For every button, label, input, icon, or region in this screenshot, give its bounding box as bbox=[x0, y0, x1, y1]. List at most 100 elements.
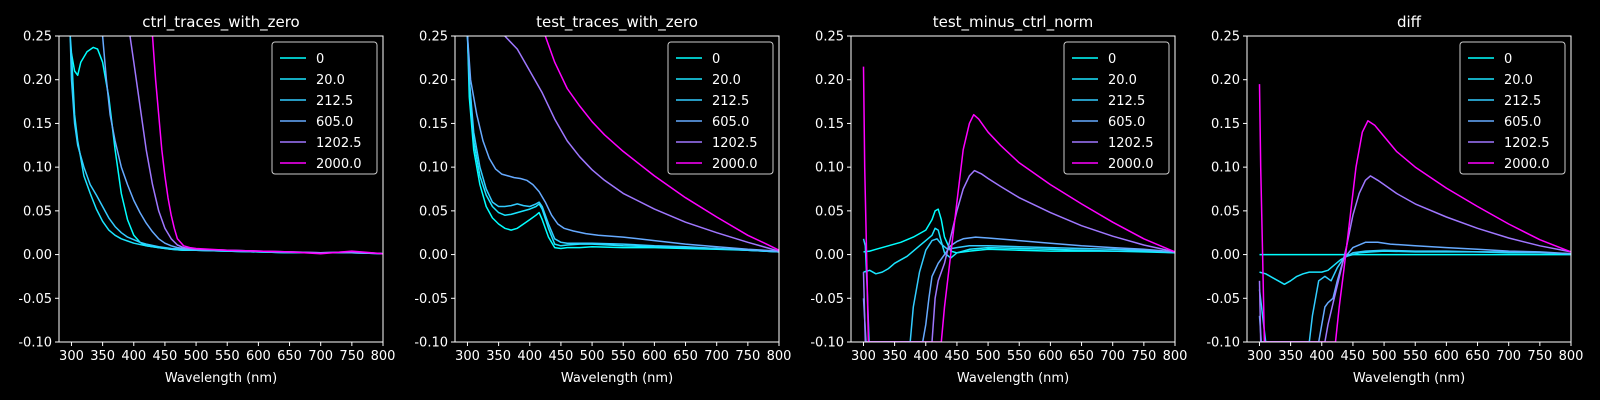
x-axis-label: Wavelength (nm) bbox=[957, 371, 1069, 386]
x-axis-label: Wavelength (nm) bbox=[1353, 371, 1465, 386]
legend-label: 605.0 bbox=[712, 115, 749, 130]
x-tick-label: 400 bbox=[121, 349, 146, 364]
series-line-605.0 bbox=[466, 36, 779, 252]
axes-frame bbox=[454, 35, 780, 343]
series-line-0 bbox=[863, 208, 1175, 254]
legend: 0 20.0 212.5 605.0 1202.5 2000.0 bbox=[271, 41, 378, 175]
series-line-212.5 bbox=[862, 238, 1175, 342]
chart-panel-1: 300 350 400 450 500 550 600 650 700 750 800 -0.10 -0… bbox=[18, 13, 395, 386]
y-tick-label: 0.15 bbox=[419, 117, 448, 132]
legend-label: 1202.5 bbox=[1504, 136, 1550, 151]
legend-label: 20.0 bbox=[1108, 73, 1137, 88]
legend-label: 0 bbox=[1504, 52, 1512, 67]
y-tick-label: -0.05 bbox=[414, 292, 448, 307]
legend: 0 20.0 212.5 605.0 1202.5 2000.0 bbox=[1459, 41, 1566, 175]
series-line-2000.0 bbox=[151, 36, 383, 255]
y-tick-label: -0.05 bbox=[810, 292, 844, 307]
series-line-1202.5 bbox=[862, 169, 1175, 342]
series-line-2000.0 bbox=[1258, 84, 1571, 342]
x-tick-label: 600 bbox=[642, 349, 667, 364]
y-tick-label: -0.05 bbox=[18, 292, 52, 307]
legend-label: 212.5 bbox=[316, 94, 353, 109]
x-tick-label: 750 bbox=[735, 349, 760, 364]
y-tick-label: 0.05 bbox=[23, 204, 52, 219]
x-tick-label: 750 bbox=[1527, 349, 1552, 364]
chart-title: test_traces_with_zero bbox=[536, 13, 698, 32]
x-tick-label: 500 bbox=[580, 349, 605, 364]
x-tick-label: 400 bbox=[913, 349, 938, 364]
series-line-2000.0 bbox=[862, 66, 1175, 342]
x-tick-label: 350 bbox=[486, 349, 511, 364]
y-tick-label: 0.25 bbox=[1211, 30, 1240, 45]
y-tick-label: 0.25 bbox=[23, 30, 52, 45]
x-tick-label: 350 bbox=[90, 349, 115, 364]
x-tick-label: 400 bbox=[1309, 349, 1334, 364]
legend: 0 20.0 212.5 605.0 1202.5 2000.0 bbox=[1063, 41, 1170, 175]
legend-label: 1202.5 bbox=[712, 136, 758, 151]
legend-box bbox=[271, 41, 378, 175]
legend-label: 1202.5 bbox=[1108, 136, 1154, 151]
y-tick-label: 0.25 bbox=[419, 30, 448, 45]
y-tick-label: -0.10 bbox=[414, 336, 448, 351]
x-tick-label: 800 bbox=[1559, 349, 1584, 364]
x-tick-label: 650 bbox=[673, 349, 698, 364]
x-tick-label: 600 bbox=[1038, 349, 1063, 364]
x-tick-label: 700 bbox=[704, 349, 729, 364]
series-line-1202.5 bbox=[1258, 175, 1571, 342]
series-line-212.5 bbox=[69, 36, 383, 255]
y-tick-label: 0.10 bbox=[23, 161, 52, 176]
y-tick-label: 0.05 bbox=[1211, 204, 1240, 219]
legend-label: 212.5 bbox=[712, 94, 749, 109]
x-tick-label: 550 bbox=[215, 349, 240, 364]
axes-frame bbox=[58, 35, 384, 343]
x-tick-label: 300 bbox=[59, 349, 84, 364]
series-line-20.0 bbox=[466, 36, 779, 253]
x-axis-label: Wavelength (nm) bbox=[561, 371, 673, 386]
legend-label: 1202.5 bbox=[316, 136, 362, 151]
series-line-20.0 bbox=[863, 227, 1175, 275]
legend-label: 2000.0 bbox=[712, 157, 758, 172]
y-tick-label: 0.15 bbox=[23, 117, 52, 132]
series-group bbox=[862, 66, 1175, 342]
x-tick-label: 650 bbox=[277, 349, 302, 364]
x-tick-label: 750 bbox=[1131, 349, 1156, 364]
series-group bbox=[466, 36, 779, 253]
x-tick-label: 350 bbox=[1278, 349, 1303, 364]
x-tick-label: 700 bbox=[308, 349, 333, 364]
y-tick-label: 0.25 bbox=[815, 30, 844, 45]
x-tick-label: 300 bbox=[851, 349, 876, 364]
y-tick-label: -0.10 bbox=[18, 336, 52, 351]
chart-panel-4: 300 350 400 450 500 550 600 650 700 750 800 -0.10 -0… bbox=[1206, 13, 1583, 386]
x-tick-label: 600 bbox=[246, 349, 271, 364]
x-tick-label: 600 bbox=[1434, 349, 1459, 364]
x-tick-label: 400 bbox=[517, 349, 542, 364]
legend-label: 2000.0 bbox=[1108, 157, 1154, 172]
x-tick-label: 500 bbox=[1372, 349, 1397, 364]
x-tick-label: 700 bbox=[1496, 349, 1521, 364]
legend-label: 605.0 bbox=[316, 115, 353, 130]
legend-label: 20.0 bbox=[712, 73, 741, 88]
y-tick-label: 0.00 bbox=[815, 248, 844, 263]
legend-label: 605.0 bbox=[1504, 115, 1541, 130]
x-axis-label: Wavelength (nm) bbox=[165, 371, 277, 386]
legend-label: 0 bbox=[712, 52, 720, 67]
y-tick-label: 0.00 bbox=[23, 248, 52, 263]
x-tick-label: 800 bbox=[1163, 349, 1188, 364]
x-tick-label: 300 bbox=[1247, 349, 1272, 364]
y-tick-label: -0.10 bbox=[1206, 336, 1240, 351]
series-group bbox=[1258, 84, 1571, 342]
series-line-212.5 bbox=[1258, 249, 1571, 342]
series-line-212.5 bbox=[466, 36, 779, 253]
legend-label: 2000.0 bbox=[1504, 157, 1550, 172]
x-tick-label: 650 bbox=[1465, 349, 1490, 364]
legend: 0 20.0 212.5 605.0 1202.5 2000.0 bbox=[667, 41, 774, 175]
legend-label: 0 bbox=[316, 52, 324, 67]
y-tick-label: 0.10 bbox=[815, 161, 844, 176]
legend-label: 2000.0 bbox=[316, 157, 362, 172]
x-tick-label: 550 bbox=[611, 349, 636, 364]
y-tick-label: 0.20 bbox=[419, 73, 448, 88]
legend-box bbox=[1063, 41, 1170, 175]
x-tick-label: 350 bbox=[882, 349, 907, 364]
x-tick-label: 450 bbox=[549, 349, 574, 364]
y-tick-label: 0.20 bbox=[815, 73, 844, 88]
